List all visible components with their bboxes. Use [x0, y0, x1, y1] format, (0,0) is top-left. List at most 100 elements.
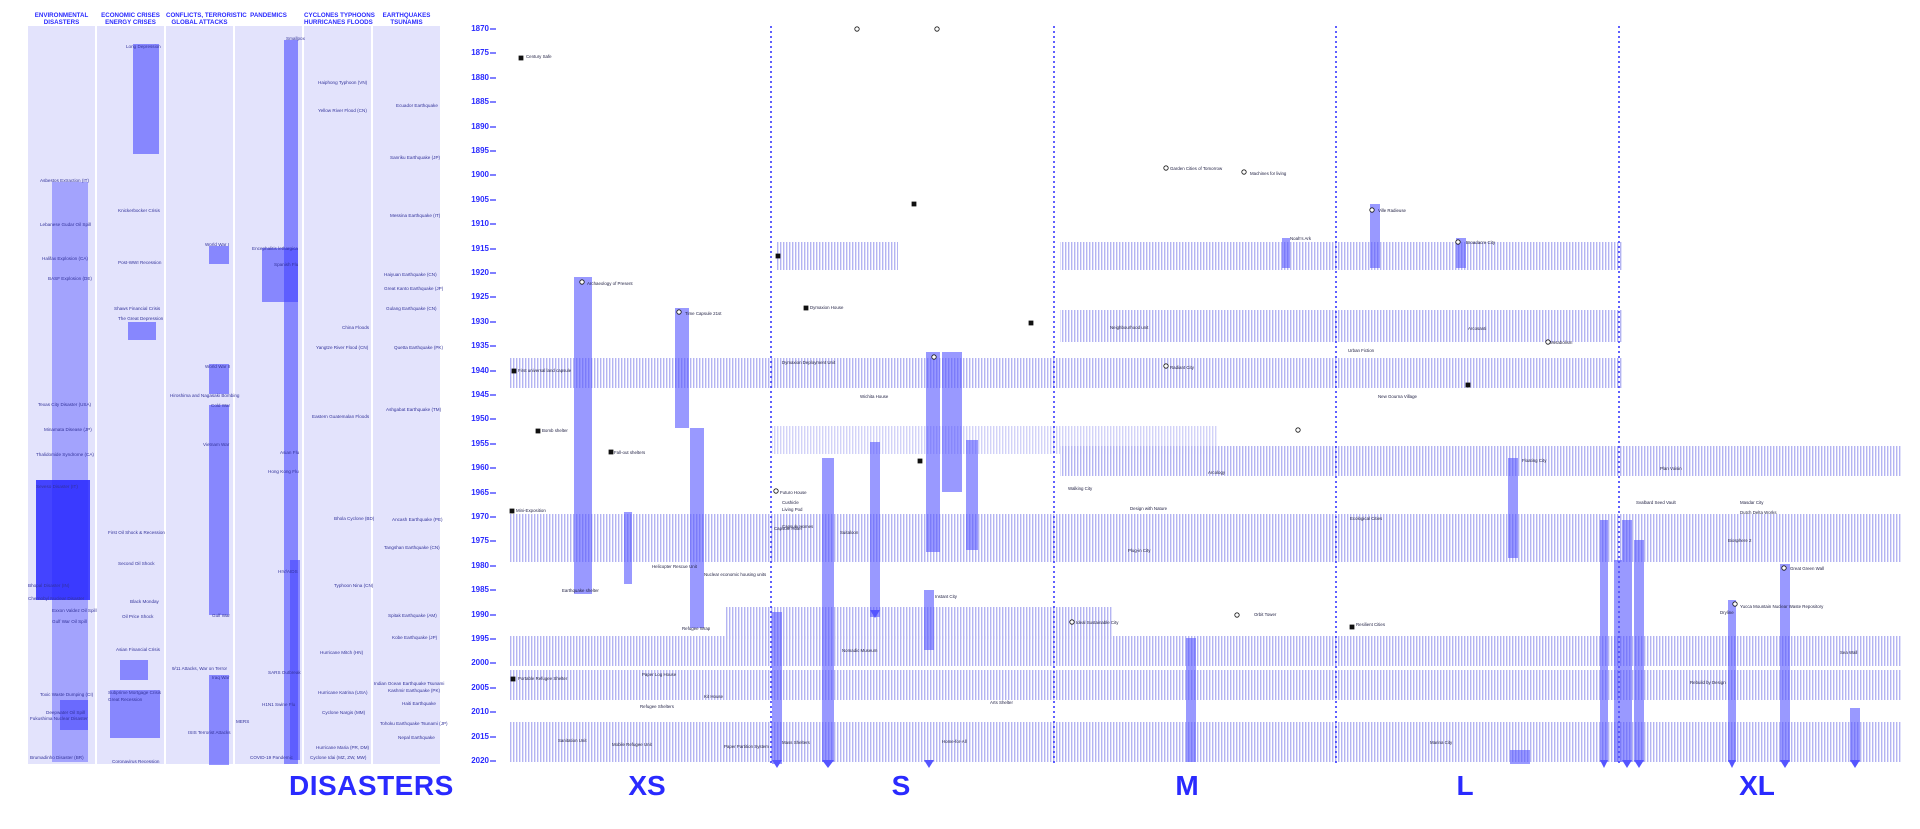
project-label: Home-for-All — [942, 739, 967, 744]
project-label: Time Capsule 21st — [685, 311, 722, 316]
event-label: Sanriku Earthquake (JP) — [390, 155, 441, 160]
env-column — [28, 26, 95, 764]
event-label: Smallpox — [286, 36, 305, 41]
event-label: H1N1 Swine Flu — [262, 702, 296, 707]
project-label: Garden Cities of Tomorrow — [1170, 166, 1223, 171]
scale-label-s: S — [891, 770, 911, 801]
year-tick: 1970 — [471, 512, 489, 521]
project-label: Helicopter Rescue Unit — [652, 564, 697, 569]
event-label: SARS Outbreak — [268, 670, 301, 675]
event-label: Thalidomide Syndrome (CA) — [36, 452, 94, 457]
event-label: Haiyuan Earthquake (CN) — [384, 272, 437, 277]
event-label: The Great Depression — [118, 316, 164, 321]
year-tick: 1910 — [471, 219, 489, 228]
project-label: Metabolism — [1550, 340, 1573, 345]
event-label: Brumadinho Disaster (BR) — [30, 755, 84, 760]
event-label: First Oil Shock & Recession — [108, 530, 165, 535]
project-label: Nomadic Museum — [842, 648, 878, 653]
event-label: Yangtze River Flood (CN) — [316, 345, 369, 350]
project-label: Great Green Wall — [1790, 566, 1824, 571]
year-tick: 1995 — [471, 634, 489, 643]
project-label: Yucca Mountain Nuclear Waste Repository — [1740, 604, 1824, 609]
project-label: First universal land capsule — [518, 368, 572, 373]
env-bar — [60, 700, 88, 730]
event-label: Bhola Cyclone (BD) — [334, 516, 375, 521]
stripe-bands — [510, 242, 1902, 762]
column-heading: ENVIRONMENTAL DISASTERS — [34, 12, 89, 26]
event-label: COVID-19 Pandemic — [250, 755, 293, 760]
subprime-bar — [110, 690, 160, 738]
project-label: Mass Shelters — [782, 740, 810, 745]
event-label: Gulf War — [212, 613, 230, 618]
project-label: Sea Wall — [1840, 650, 1858, 655]
event-label: Exxon Valdez Oil Spill — [52, 608, 97, 613]
event-label: Spanish Flu — [274, 262, 299, 267]
project-label: Paper Partition System — [724, 744, 769, 749]
event-label: Gulang Earthquake (CN) — [386, 306, 437, 311]
event-label: Tohoku Earthquake Tsunami (JP) — [380, 721, 448, 726]
year-tick: 1880 — [471, 73, 489, 82]
project-label: Capsule Homes — [782, 524, 814, 529]
scale-label-l: L — [1456, 770, 1474, 801]
year-tick: 1965 — [471, 488, 489, 497]
project-label: Biosphere 2 — [1728, 538, 1752, 543]
project-label: Design with Nature — [1130, 506, 1168, 511]
project-label: Living Pod — [782, 507, 803, 512]
event-label: Seveso Disaster (IT) — [36, 484, 78, 489]
project-label: Dymaxion Deployment Unit — [782, 360, 836, 365]
scale-label-m: M — [1175, 770, 1199, 801]
project-markers — [509, 26, 1787, 682]
hiv-bar — [290, 560, 300, 760]
ww2-bar — [209, 364, 229, 394]
project-label: Arts Shelter — [990, 700, 1013, 705]
axis-ticks — [490, 28, 496, 762]
event-label: Ashgabat Earthquake (TM) — [386, 407, 442, 412]
year-tick: 2010 — [471, 707, 489, 716]
column-heading: EARTHQUAKES TSUNAMIS — [382, 12, 431, 26]
event-label: Toxic Waste Dumping (CI) — [40, 692, 94, 697]
year-tick: 1985 — [471, 585, 489, 594]
event-label: Asian Flu — [280, 450, 300, 455]
project-label: Refugee Shelters — [640, 704, 674, 709]
event-label: Cyclone Idai (MZ, ZW, MW) — [310, 755, 367, 760]
event-label: Asbestos Extraction (IT) — [40, 178, 90, 183]
year-tick: 1960 — [471, 463, 489, 472]
cyc-column — [304, 26, 371, 764]
event-label: Hurricane Katrina (USA) — [318, 690, 368, 695]
conf-column — [166, 26, 233, 764]
year-tick: 2015 — [471, 732, 489, 741]
column-heading: CYCLONES TYPHOONS HURRICANES FLOODS — [304, 12, 375, 26]
event-label: Iraq War — [212, 675, 230, 680]
project-label: Dymaxion House — [810, 305, 844, 310]
project-label: Earthquake shelter — [562, 588, 599, 593]
year-tick: 1945 — [471, 390, 489, 399]
scale-label-xs: XS — [628, 770, 666, 801]
event-label: World War I — [205, 242, 229, 247]
event-label: Asian Financial Crisis — [116, 647, 160, 652]
event-label: Messina Earthquake (IT) — [390, 213, 441, 218]
project-label: Ecological Cities — [1350, 516, 1383, 521]
year-tick: 1955 — [471, 439, 489, 448]
cold-war-bar — [209, 405, 229, 615]
project-label: Paper Log House — [642, 672, 677, 677]
project-label: Dutch Delta Works — [1740, 510, 1777, 515]
project-label: Wichita House — [860, 394, 889, 399]
event-label: Post-WWI Recession — [118, 260, 162, 265]
project-label: Cushicle — [782, 500, 799, 505]
project-label: Dryline — [1720, 610, 1734, 615]
eq-column — [373, 26, 440, 764]
year-tick: 1975 — [471, 536, 489, 545]
event-label: Encephalitis lethargica — [252, 246, 298, 251]
bar-arrows — [772, 610, 1860, 768]
year-tick: 1980 — [471, 561, 489, 570]
event-label: Oil Price Shock — [122, 614, 154, 619]
event-label: Haiti Earthquake — [402, 701, 436, 706]
event-label: Tangshan Earthquake (CN) — [384, 545, 440, 550]
event-label: Nepal Earthquake — [398, 735, 435, 740]
column-heading: PANDEMICS — [250, 12, 287, 19]
column-heading: CONFLICTS, TERRORISTIC GLOBAL ATTACKS — [166, 12, 247, 26]
project-label: Marina City — [1430, 740, 1453, 745]
project-label: Bomb shelter — [542, 428, 568, 433]
year-tick: 2005 — [471, 683, 489, 692]
